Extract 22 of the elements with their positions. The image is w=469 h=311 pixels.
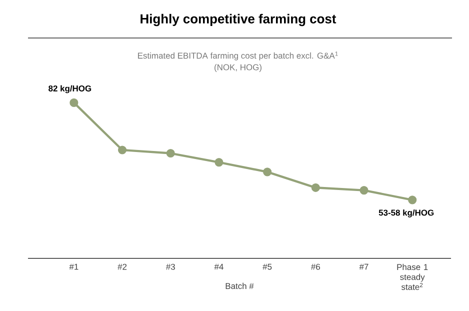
- point: [166, 148, 175, 158]
- x-tick-label: #4: [214, 264, 224, 270]
- x-tick-label: #1: [69, 264, 78, 270]
- point: [70, 98, 78, 107]
- x-tick-label: #6: [310, 264, 320, 270]
- x-tick-label: Phase 1 steady state$^{2}$: [397, 264, 428, 290]
- x-tick-label: #2: [118, 264, 127, 270]
- chart-title: Highly competitive farming cost: [140, 14, 336, 26]
- point: [263, 168, 272, 176]
- point: [408, 196, 417, 204]
- point: [214, 158, 224, 167]
- text: (NOK, HOG): [214, 64, 262, 72]
- x-tick-label: #7: [359, 264, 368, 270]
- x-tick-label: #5: [262, 264, 272, 270]
- point: [118, 146, 127, 154]
- point: [311, 183, 320, 192]
- x-axis-title: Batch #: [226, 282, 254, 290]
- chart-subtitle: Estimated EBITDA farming cost per batch excl. G&A$^{1}$: [138, 52, 338, 60]
- x-tick-label: #3: [166, 264, 175, 270]
- annotation: 53-58 kg/HOG: [378, 209, 434, 218]
- point: [360, 186, 368, 195]
- annotation: 82 kg/HOG: [48, 85, 92, 94]
